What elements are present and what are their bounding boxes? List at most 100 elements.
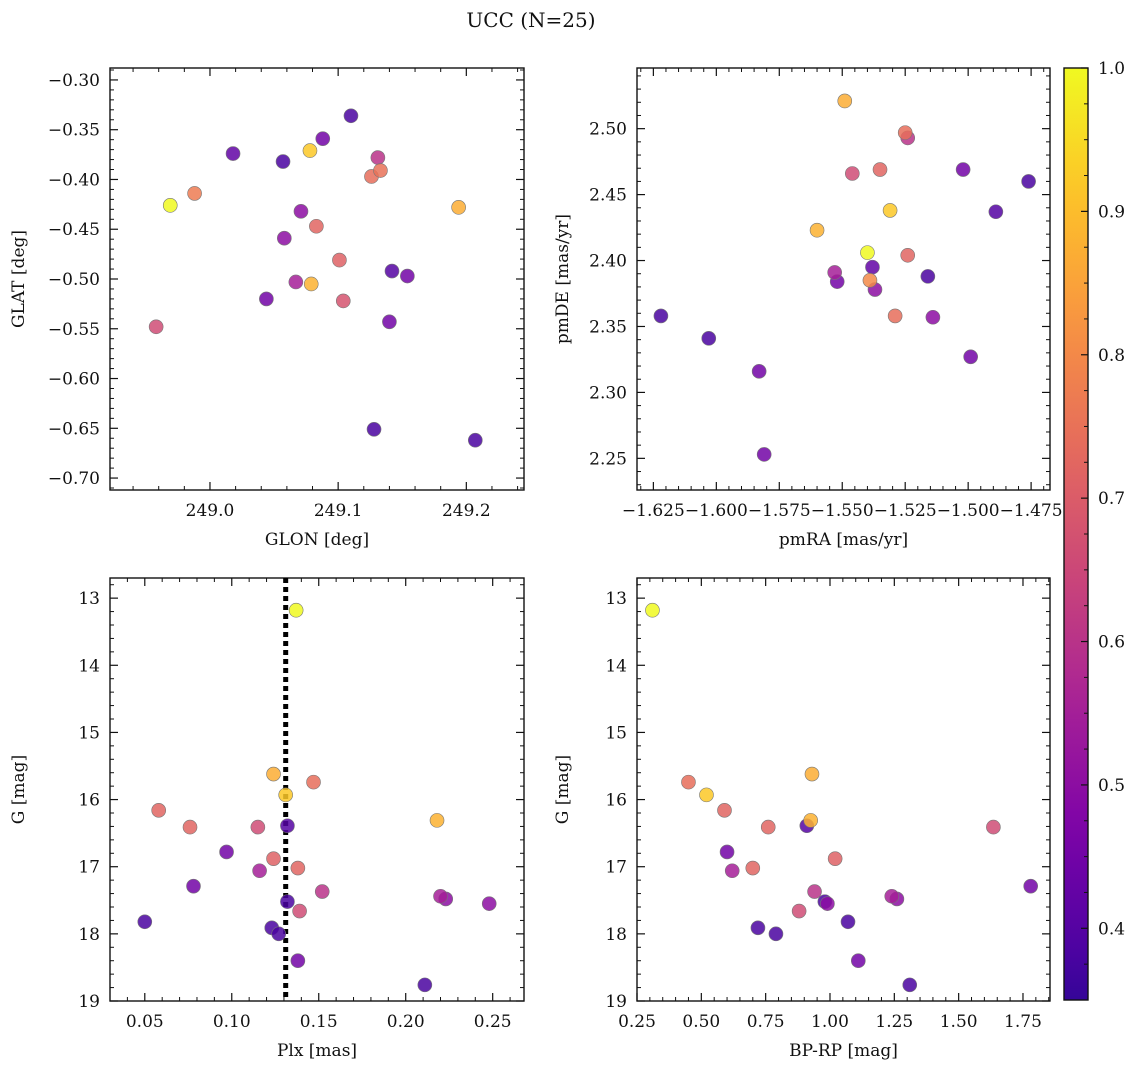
scatter-panel: 249.0 249.1 249.2 −0.70 −0.65 −0.60 −0.55 −0.50… [9, 67, 525, 550]
x-tick-label: 0.10 [213, 1012, 251, 1032]
y-tick-label: 2.25 [589, 449, 627, 469]
data-point [699, 787, 714, 803]
data-point [303, 276, 319, 292]
data-point [750, 920, 766, 936]
y-tick-label: 14 [78, 656, 100, 676]
data-point [884, 888, 900, 904]
colorbar-tick-label: 0.4 [1098, 919, 1125, 939]
y-tick-label: 15 [605, 723, 627, 743]
plot-frame [636, 577, 1051, 1002]
data-point [290, 860, 306, 876]
y-tick-label: −0.35 [48, 121, 100, 141]
data-point [756, 447, 772, 462]
data-point [382, 314, 397, 330]
data-point [373, 163, 388, 178]
y-tick-label: −0.60 [48, 370, 100, 390]
data-point [370, 150, 386, 165]
y-tick-label: 15 [78, 723, 100, 743]
data-point [433, 888, 448, 904]
y-axis-label: G [mag] [9, 755, 29, 824]
data-point [865, 259, 880, 275]
y-tick-label: −0.45 [48, 220, 100, 240]
x-tick-label: 1.00 [811, 1012, 849, 1032]
y-tick-label: −0.30 [48, 71, 100, 91]
x-tick-label: −1.625 [622, 501, 685, 521]
x-tick-label: −1.575 [748, 501, 811, 521]
data-point [429, 813, 445, 828]
y-tick-label: −0.50 [48, 270, 100, 290]
data-point [162, 198, 178, 213]
data-point [335, 293, 351, 309]
data-point [653, 308, 669, 324]
data-point [332, 252, 347, 268]
y-tick-label: −0.70 [48, 469, 100, 489]
data-point [250, 819, 266, 835]
data-point [288, 274, 304, 290]
y-tick-label: 2.45 [589, 186, 627, 206]
data-point [252, 863, 267, 879]
data-point [791, 903, 807, 919]
data-point [288, 602, 304, 618]
data-point [768, 926, 784, 942]
x-axis-label: Plx [mas] [277, 1041, 357, 1061]
data-point [278, 787, 293, 803]
x-axis-label: pmRA [mas/yr] [779, 530, 908, 550]
data-point [986, 819, 1001, 835]
data-point [1021, 174, 1036, 189]
figure-title: UCC (N=25) [466, 8, 595, 32]
data-point [309, 218, 324, 234]
data-point [760, 819, 776, 835]
data-point [384, 263, 400, 279]
data-point [277, 230, 292, 246]
data-point [292, 903, 307, 919]
data-point [807, 884, 822, 899]
data-point [751, 364, 767, 379]
y-axis-label: pmDE [mas/yr] [553, 214, 573, 344]
data-point [280, 894, 295, 909]
data-point [827, 265, 842, 280]
data-point [955, 162, 971, 177]
data-point [820, 896, 835, 911]
data-point [803, 813, 818, 828]
data-point [988, 204, 1004, 220]
scatter-panel: 0.05 0.10 0.15 0.20 0.25 13 14 15 16 17 18 19 Plx [m… [9, 577, 525, 1061]
y-tick-label: 19 [605, 992, 627, 1012]
x-tick-label: 1.25 [875, 1012, 913, 1032]
data-point [850, 953, 866, 969]
data-point [809, 222, 825, 238]
x-tick-label: −1.500 [937, 501, 1000, 521]
data-point [963, 349, 978, 365]
y-axis-label: GLAT [deg] [9, 230, 29, 328]
x-tick-label: 0.25 [474, 1012, 512, 1032]
data-point [306, 774, 321, 790]
x-axis-label: BP-RP [mag] [789, 1041, 898, 1061]
data-point [872, 162, 888, 177]
colorbar-tick-label: 0.8 [1098, 346, 1125, 366]
x-tick-label: 1.75 [1004, 1012, 1042, 1032]
data-point [400, 268, 415, 284]
y-tick-label: −0.55 [48, 320, 100, 340]
x-axis-label: GLON [deg] [265, 530, 369, 550]
data-point [719, 844, 735, 860]
data-point [724, 863, 740, 879]
y-tick-label: 2.40 [589, 252, 627, 272]
data-point [315, 131, 331, 146]
data-point [862, 273, 878, 288]
y-tick-label: 18 [78, 925, 100, 945]
y-tick-label: 18 [605, 925, 627, 945]
data-point [920, 269, 936, 284]
data-point [187, 186, 202, 201]
x-tick-label: 0.50 [682, 1012, 720, 1032]
plot-frame [636, 67, 1051, 491]
data-point [186, 878, 201, 894]
x-tick-label: 0.20 [387, 1012, 425, 1032]
x-tick-label: 0.15 [300, 1012, 338, 1032]
y-tick-label: 17 [605, 858, 627, 878]
data-point [804, 766, 820, 782]
data-point [827, 851, 843, 866]
y-tick-label: 16 [78, 791, 100, 811]
data-point [280, 818, 295, 834]
scatter-panel: −1.625 −1.600 −1.575 −1.550 −1.525 −1.500 −1.4… [553, 67, 1063, 550]
data-point [467, 432, 483, 448]
